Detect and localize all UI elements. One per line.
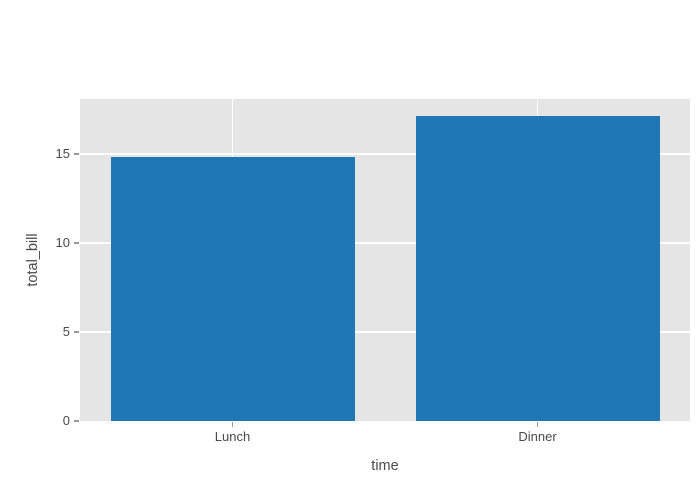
y-gridline	[80, 242, 690, 244]
y-tick-mark	[73, 420, 79, 422]
y-tick-label: 15	[55, 146, 70, 162]
y-tick-label: 0	[62, 413, 70, 428]
plot-area[interactable]	[80, 99, 690, 421]
bar-dinner[interactable]	[415, 115, 660, 421]
y-tick-label: 10	[55, 235, 70, 251]
x-tick-mark	[536, 422, 539, 427]
y-gridline	[80, 331, 690, 333]
x-tick-label: Lunch	[214, 429, 251, 444]
bar-lunch[interactable]	[110, 156, 355, 421]
x-axis-title: time	[371, 458, 399, 474]
x-tick-label: Dinner	[518, 429, 557, 444]
x-tick-mark	[231, 422, 234, 427]
y-tick-mark	[73, 153, 79, 155]
y-tick-mark	[73, 331, 79, 333]
y-tick-mark	[73, 242, 79, 244]
y-gridline	[80, 153, 690, 155]
y-tick-label: 5	[62, 324, 70, 340]
